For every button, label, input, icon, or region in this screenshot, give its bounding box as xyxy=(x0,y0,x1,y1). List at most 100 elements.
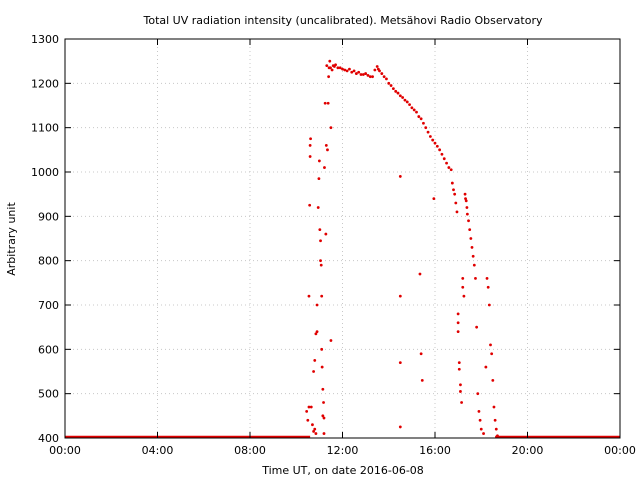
data-point xyxy=(308,155,312,158)
data-point xyxy=(373,68,377,72)
data-point xyxy=(419,117,423,121)
data-point xyxy=(478,418,482,422)
data-point xyxy=(329,126,333,130)
data-point xyxy=(398,294,402,298)
data-point xyxy=(330,68,334,72)
data-point xyxy=(321,414,325,418)
data-point xyxy=(305,410,309,413)
data-point xyxy=(415,110,418,114)
data-point xyxy=(453,192,457,196)
data-point xyxy=(431,138,435,142)
data-point xyxy=(306,418,310,422)
data-point xyxy=(317,177,321,181)
data-point xyxy=(459,383,462,387)
data-point xyxy=(345,69,349,73)
x-tick-label: 00:00 xyxy=(604,444,636,457)
data-point xyxy=(391,87,395,91)
data-point xyxy=(401,96,405,99)
data-point xyxy=(464,197,467,201)
data-point xyxy=(412,108,416,112)
data-point xyxy=(479,427,483,431)
data-point xyxy=(359,73,363,76)
data-point xyxy=(321,387,325,391)
data-point xyxy=(385,77,388,81)
data-point xyxy=(366,73,370,77)
data-point xyxy=(323,101,327,105)
data-point xyxy=(320,347,324,351)
data-point xyxy=(322,432,326,435)
data-point xyxy=(315,303,319,307)
data-point xyxy=(348,67,351,71)
data-point xyxy=(324,144,328,147)
data-point xyxy=(492,405,496,409)
data-point xyxy=(398,175,402,178)
data-point xyxy=(456,312,460,316)
data-point xyxy=(319,259,322,263)
data-point xyxy=(452,188,455,192)
y-axis-label: Arbitrary unit xyxy=(5,202,18,276)
data-point xyxy=(329,339,333,342)
y-tick-label: 400 xyxy=(38,432,59,445)
data-point xyxy=(368,75,372,79)
data-point xyxy=(471,254,475,258)
data-point xyxy=(387,81,391,85)
data-point xyxy=(422,121,425,125)
data-point xyxy=(433,141,437,145)
data-point xyxy=(476,392,480,396)
data-point xyxy=(350,70,354,74)
data-points xyxy=(65,59,620,439)
data-point xyxy=(465,212,469,216)
data-point xyxy=(307,405,311,409)
data-point xyxy=(459,390,462,393)
data-point xyxy=(426,130,430,134)
data-point xyxy=(447,166,451,169)
data-point xyxy=(398,425,402,429)
data-point xyxy=(319,239,322,243)
data-point xyxy=(470,245,474,249)
data-point xyxy=(493,418,497,422)
data-point xyxy=(440,152,444,156)
data-point xyxy=(326,148,329,152)
data-point xyxy=(449,168,453,172)
x-tick-label: 12:00 xyxy=(327,444,359,457)
data-point xyxy=(469,237,473,240)
data-point xyxy=(341,67,344,71)
data-point xyxy=(487,303,491,307)
data-point xyxy=(336,66,340,70)
data-point xyxy=(338,66,342,70)
y-tick-label: 600 xyxy=(38,343,59,356)
data-point xyxy=(442,157,446,161)
data-point xyxy=(463,192,467,196)
data-point xyxy=(312,370,315,373)
data-point xyxy=(378,69,381,73)
data-point xyxy=(428,135,432,138)
data-point xyxy=(456,330,460,333)
y-tick-label: 800 xyxy=(38,255,59,268)
data-point xyxy=(314,432,318,435)
data-point xyxy=(323,166,326,169)
data-point xyxy=(319,263,323,267)
data-point xyxy=(405,100,409,104)
data-point xyxy=(380,72,384,75)
data-point xyxy=(455,210,459,214)
data-point xyxy=(461,277,465,280)
data-point xyxy=(461,285,465,289)
data-point xyxy=(327,75,331,79)
data-point xyxy=(308,144,312,147)
data-point xyxy=(494,427,498,431)
data-point xyxy=(394,89,398,93)
data-point xyxy=(320,365,324,369)
data-point xyxy=(398,361,402,365)
data-point xyxy=(357,70,361,74)
x-axis-label: Time UT, on date 2016-06-08 xyxy=(261,464,424,477)
data-point xyxy=(486,285,490,289)
data-point xyxy=(450,181,454,185)
y-tick-label: 700 xyxy=(38,299,59,312)
data-point xyxy=(474,277,477,280)
data-point xyxy=(490,352,494,356)
data-point xyxy=(468,228,472,232)
data-point xyxy=(354,72,358,75)
data-point xyxy=(322,416,326,420)
chart-title: Total UV radiation intensity (uncalibrat… xyxy=(143,14,543,27)
